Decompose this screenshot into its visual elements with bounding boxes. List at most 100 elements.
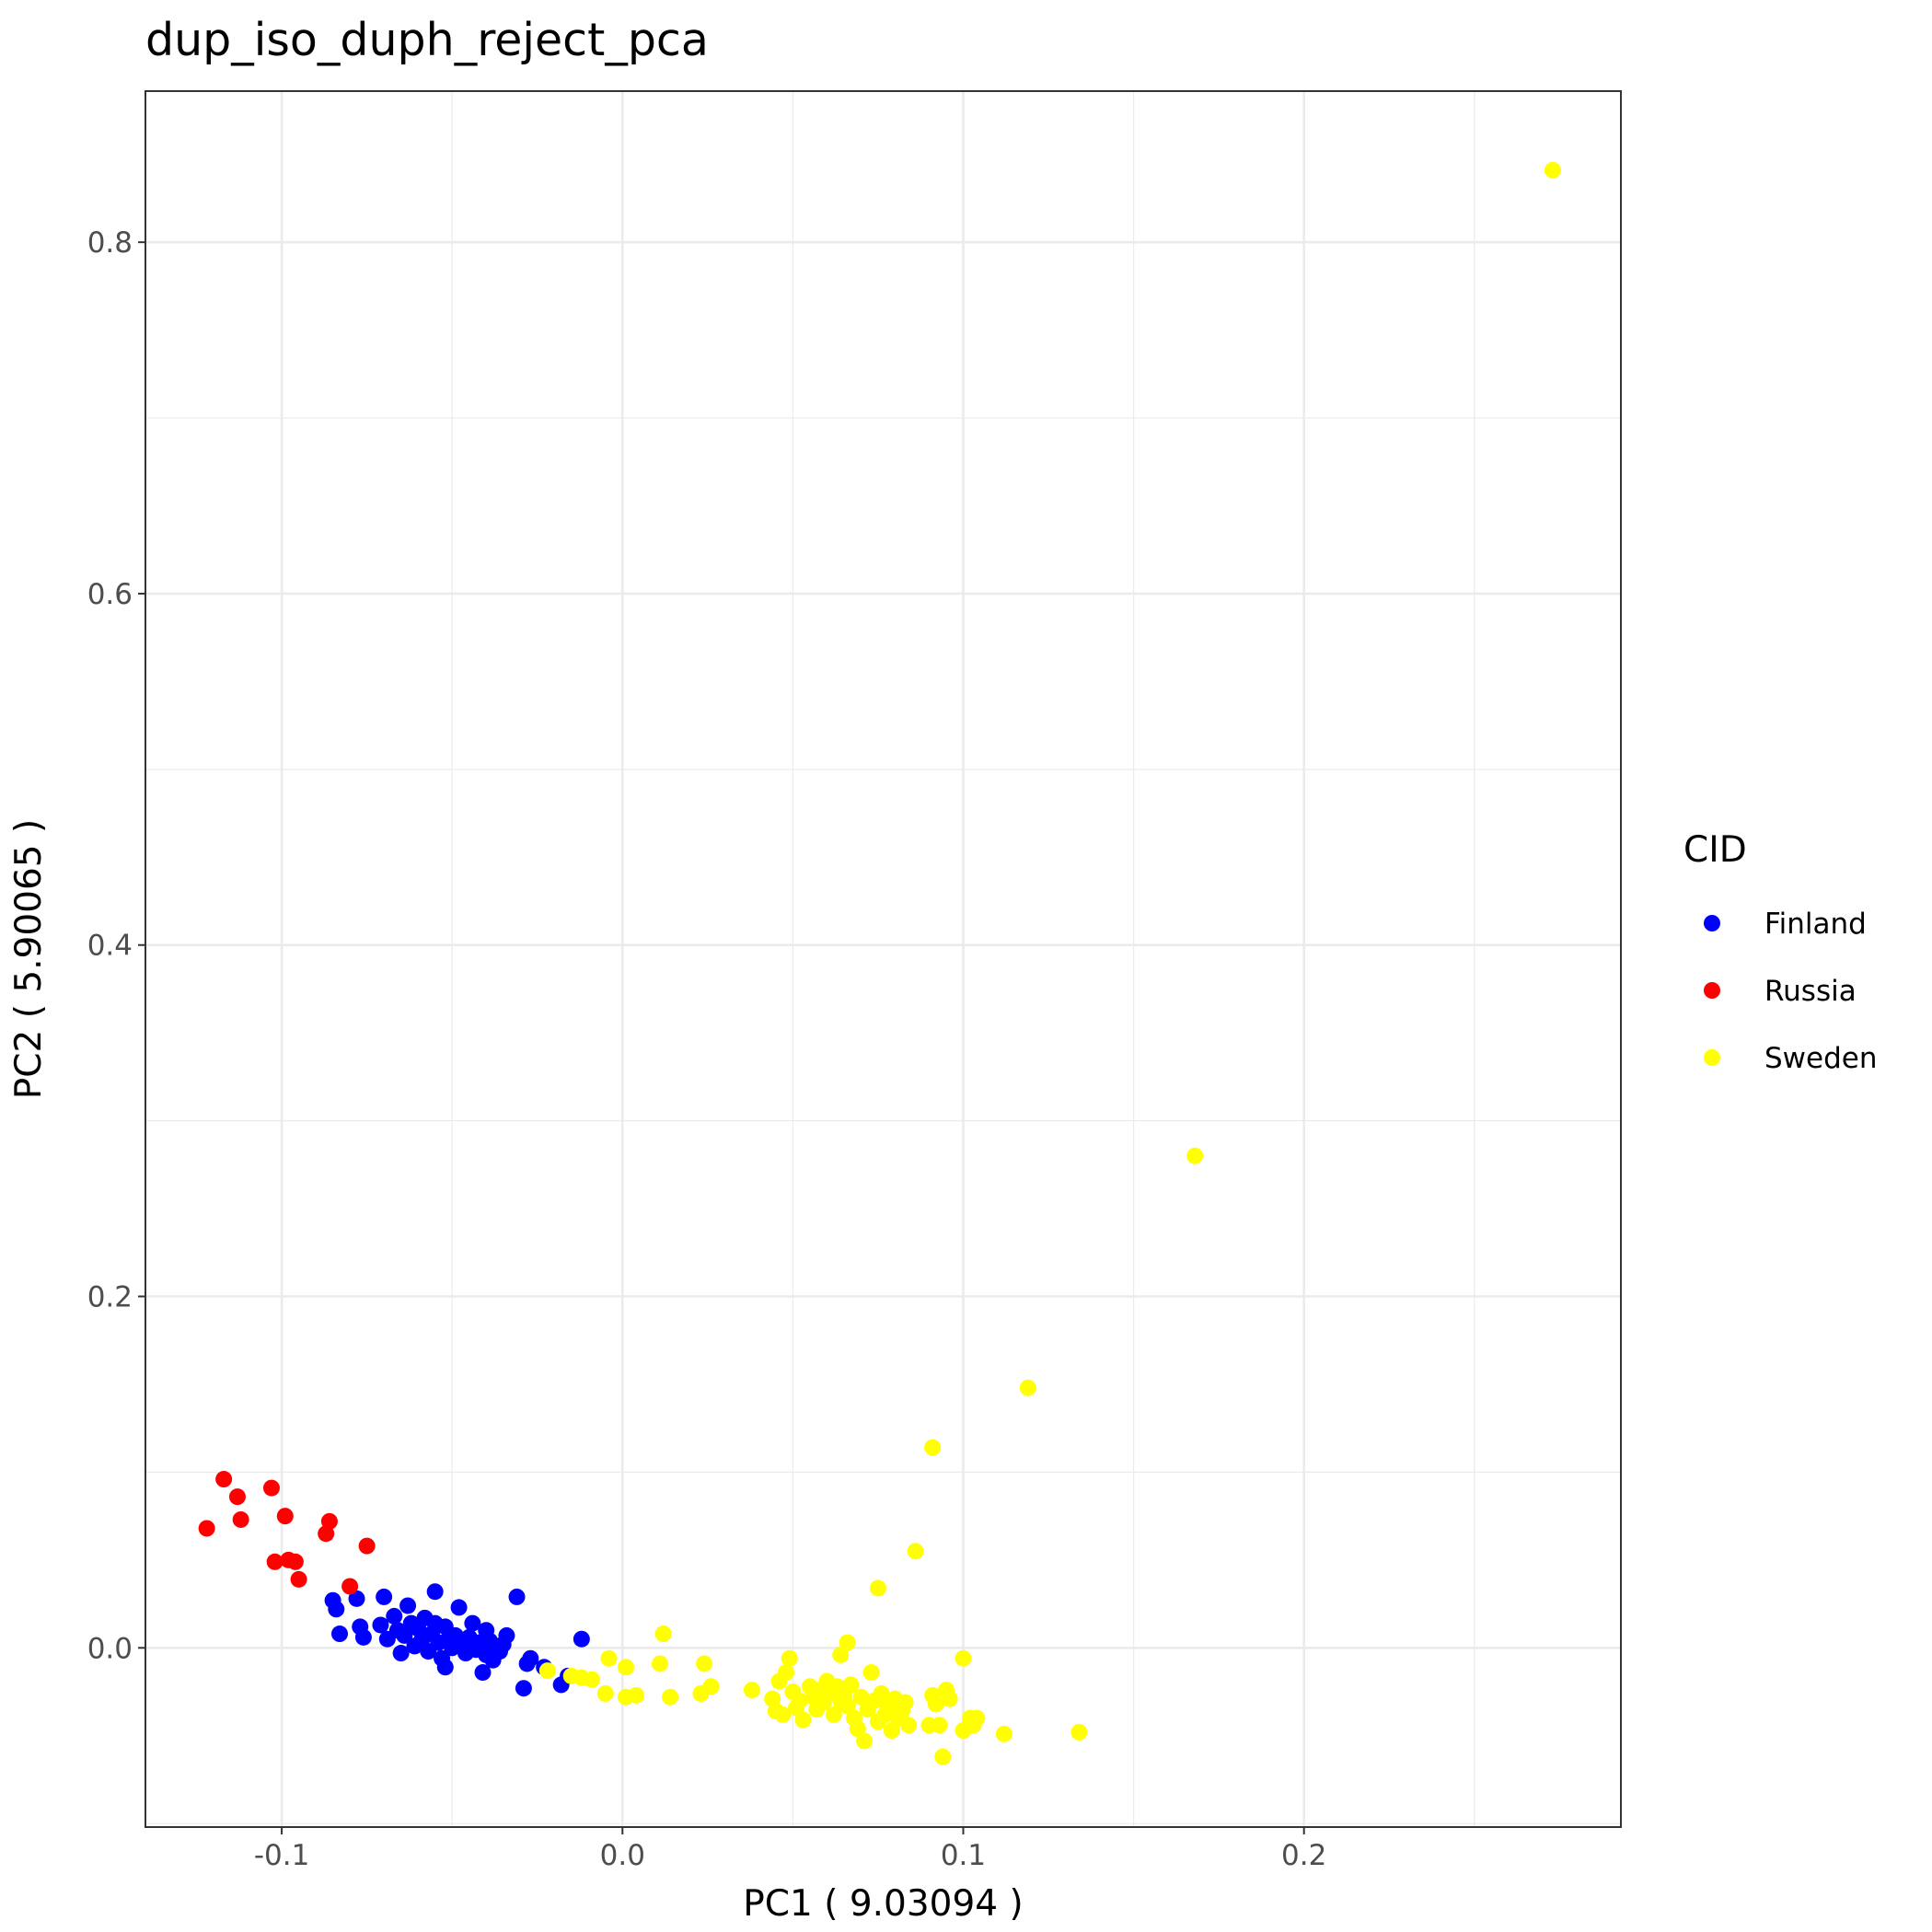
data-point: [286, 1553, 304, 1570]
data-point: [228, 1488, 246, 1506]
data-point: [328, 1601, 345, 1618]
data-point: [464, 1614, 481, 1632]
data-point: [508, 1588, 526, 1605]
data-point: [931, 1717, 948, 1734]
data-point: [839, 1634, 856, 1651]
minor-gridlines: [145, 91, 1621, 1827]
data-point: [474, 1664, 492, 1682]
data-point: [794, 1711, 812, 1729]
data-point: [883, 1722, 900, 1740]
data-point: [596, 1684, 614, 1702]
x-tick-label: 0.0: [600, 1839, 645, 1872]
legend-item-sweden: Sweden: [1704, 1042, 1878, 1075]
y-axis-title: PC2 ( 5.90065 ): [8, 819, 50, 1099]
data-point: [450, 1599, 468, 1616]
legend-items: Finland Russia Sweden: [1704, 908, 1878, 1075]
data-point: [934, 1748, 952, 1765]
data-point: [927, 1695, 944, 1713]
data-point: [781, 1649, 798, 1667]
data-point: [995, 1725, 1012, 1742]
data-point: [372, 1616, 389, 1634]
legend-key: [1704, 1049, 1720, 1066]
data-point: [573, 1630, 590, 1648]
data-points: [198, 161, 1561, 1765]
data-point: [396, 1626, 413, 1644]
data-point: [266, 1553, 283, 1570]
data-point: [743, 1682, 760, 1699]
y-tick-label: 0.6: [87, 578, 133, 611]
data-point: [276, 1508, 294, 1525]
series-finland: [324, 1583, 590, 1697]
data-point: [515, 1680, 532, 1697]
y-tick-label: 0.2: [87, 1281, 133, 1314]
data-point: [954, 1649, 972, 1667]
data-point: [654, 1625, 672, 1643]
data-point: [232, 1510, 249, 1528]
data-point: [696, 1655, 713, 1672]
data-point: [924, 1439, 942, 1456]
data-point: [856, 1732, 873, 1750]
y-tick-label: 0.8: [87, 226, 133, 260]
data-point: [354, 1628, 372, 1646]
x-tick-label: 0.2: [1281, 1839, 1326, 1872]
series-sweden: [538, 161, 1561, 1765]
panel-background: [145, 91, 1621, 1827]
y-axis: 0.0 0.2 0.4 0.6 0.8: [87, 226, 145, 1665]
data-point: [869, 1579, 886, 1597]
x-tick-label: 0.1: [941, 1839, 986, 1872]
data-point: [662, 1688, 679, 1706]
data-point: [873, 1684, 890, 1702]
data-point: [583, 1671, 600, 1688]
data-point: [907, 1543, 924, 1560]
data-point: [900, 1717, 918, 1734]
data-point: [628, 1686, 645, 1704]
data-point: [968, 1709, 986, 1727]
data-point: [777, 1664, 794, 1682]
chart-title: dup_iso_duph_reject_pca: [145, 14, 709, 66]
legend-label: Sweden: [1764, 1042, 1878, 1075]
data-point: [600, 1649, 618, 1667]
data-point: [825, 1706, 842, 1723]
data-point: [862, 1664, 880, 1682]
plot-panel: [145, 90, 1622, 1828]
data-point: [941, 1690, 958, 1707]
data-point: [522, 1649, 539, 1667]
data-point: [399, 1597, 417, 1614]
data-point: [617, 1659, 634, 1676]
data-point: [852, 1688, 870, 1706]
data-point: [331, 1625, 349, 1643]
data-point: [1019, 1379, 1036, 1396]
legend-key: [1704, 982, 1720, 999]
y-tick-label: 0.0: [87, 1632, 133, 1665]
data-point: [1544, 161, 1561, 179]
data-point: [262, 1479, 280, 1497]
data-point: [839, 1697, 856, 1715]
data-point: [320, 1512, 338, 1530]
data-point: [386, 1607, 403, 1625]
legend-title: CID: [1683, 829, 1747, 871]
legend-item-russia: Russia: [1704, 975, 1857, 1008]
data-point: [702, 1678, 720, 1695]
data-point: [198, 1520, 215, 1537]
y-tick-label: 0.4: [87, 930, 133, 963]
data-point: [1070, 1723, 1088, 1741]
data-point: [842, 1676, 860, 1694]
data-point: [652, 1655, 669, 1672]
data-point: [376, 1588, 393, 1605]
data-point: [774, 1706, 792, 1723]
data-point: [341, 1578, 359, 1595]
data-point: [849, 1720, 866, 1738]
data-point: [538, 1662, 556, 1680]
x-axis: -0.1 0.0 0.1 0.2: [254, 1827, 1326, 1872]
data-point: [897, 1694, 914, 1711]
major-gridlines: [145, 91, 1621, 1827]
legend-item-finland: Finland: [1704, 908, 1867, 941]
data-point: [290, 1570, 307, 1588]
legend-label: Finland: [1764, 908, 1867, 941]
data-point: [791, 1692, 808, 1709]
data-point: [348, 1590, 365, 1607]
legend-label: Russia: [1764, 975, 1857, 1008]
x-tick-label: -0.1: [254, 1839, 310, 1872]
data-point: [832, 1646, 850, 1663]
legend-key: [1704, 915, 1720, 931]
